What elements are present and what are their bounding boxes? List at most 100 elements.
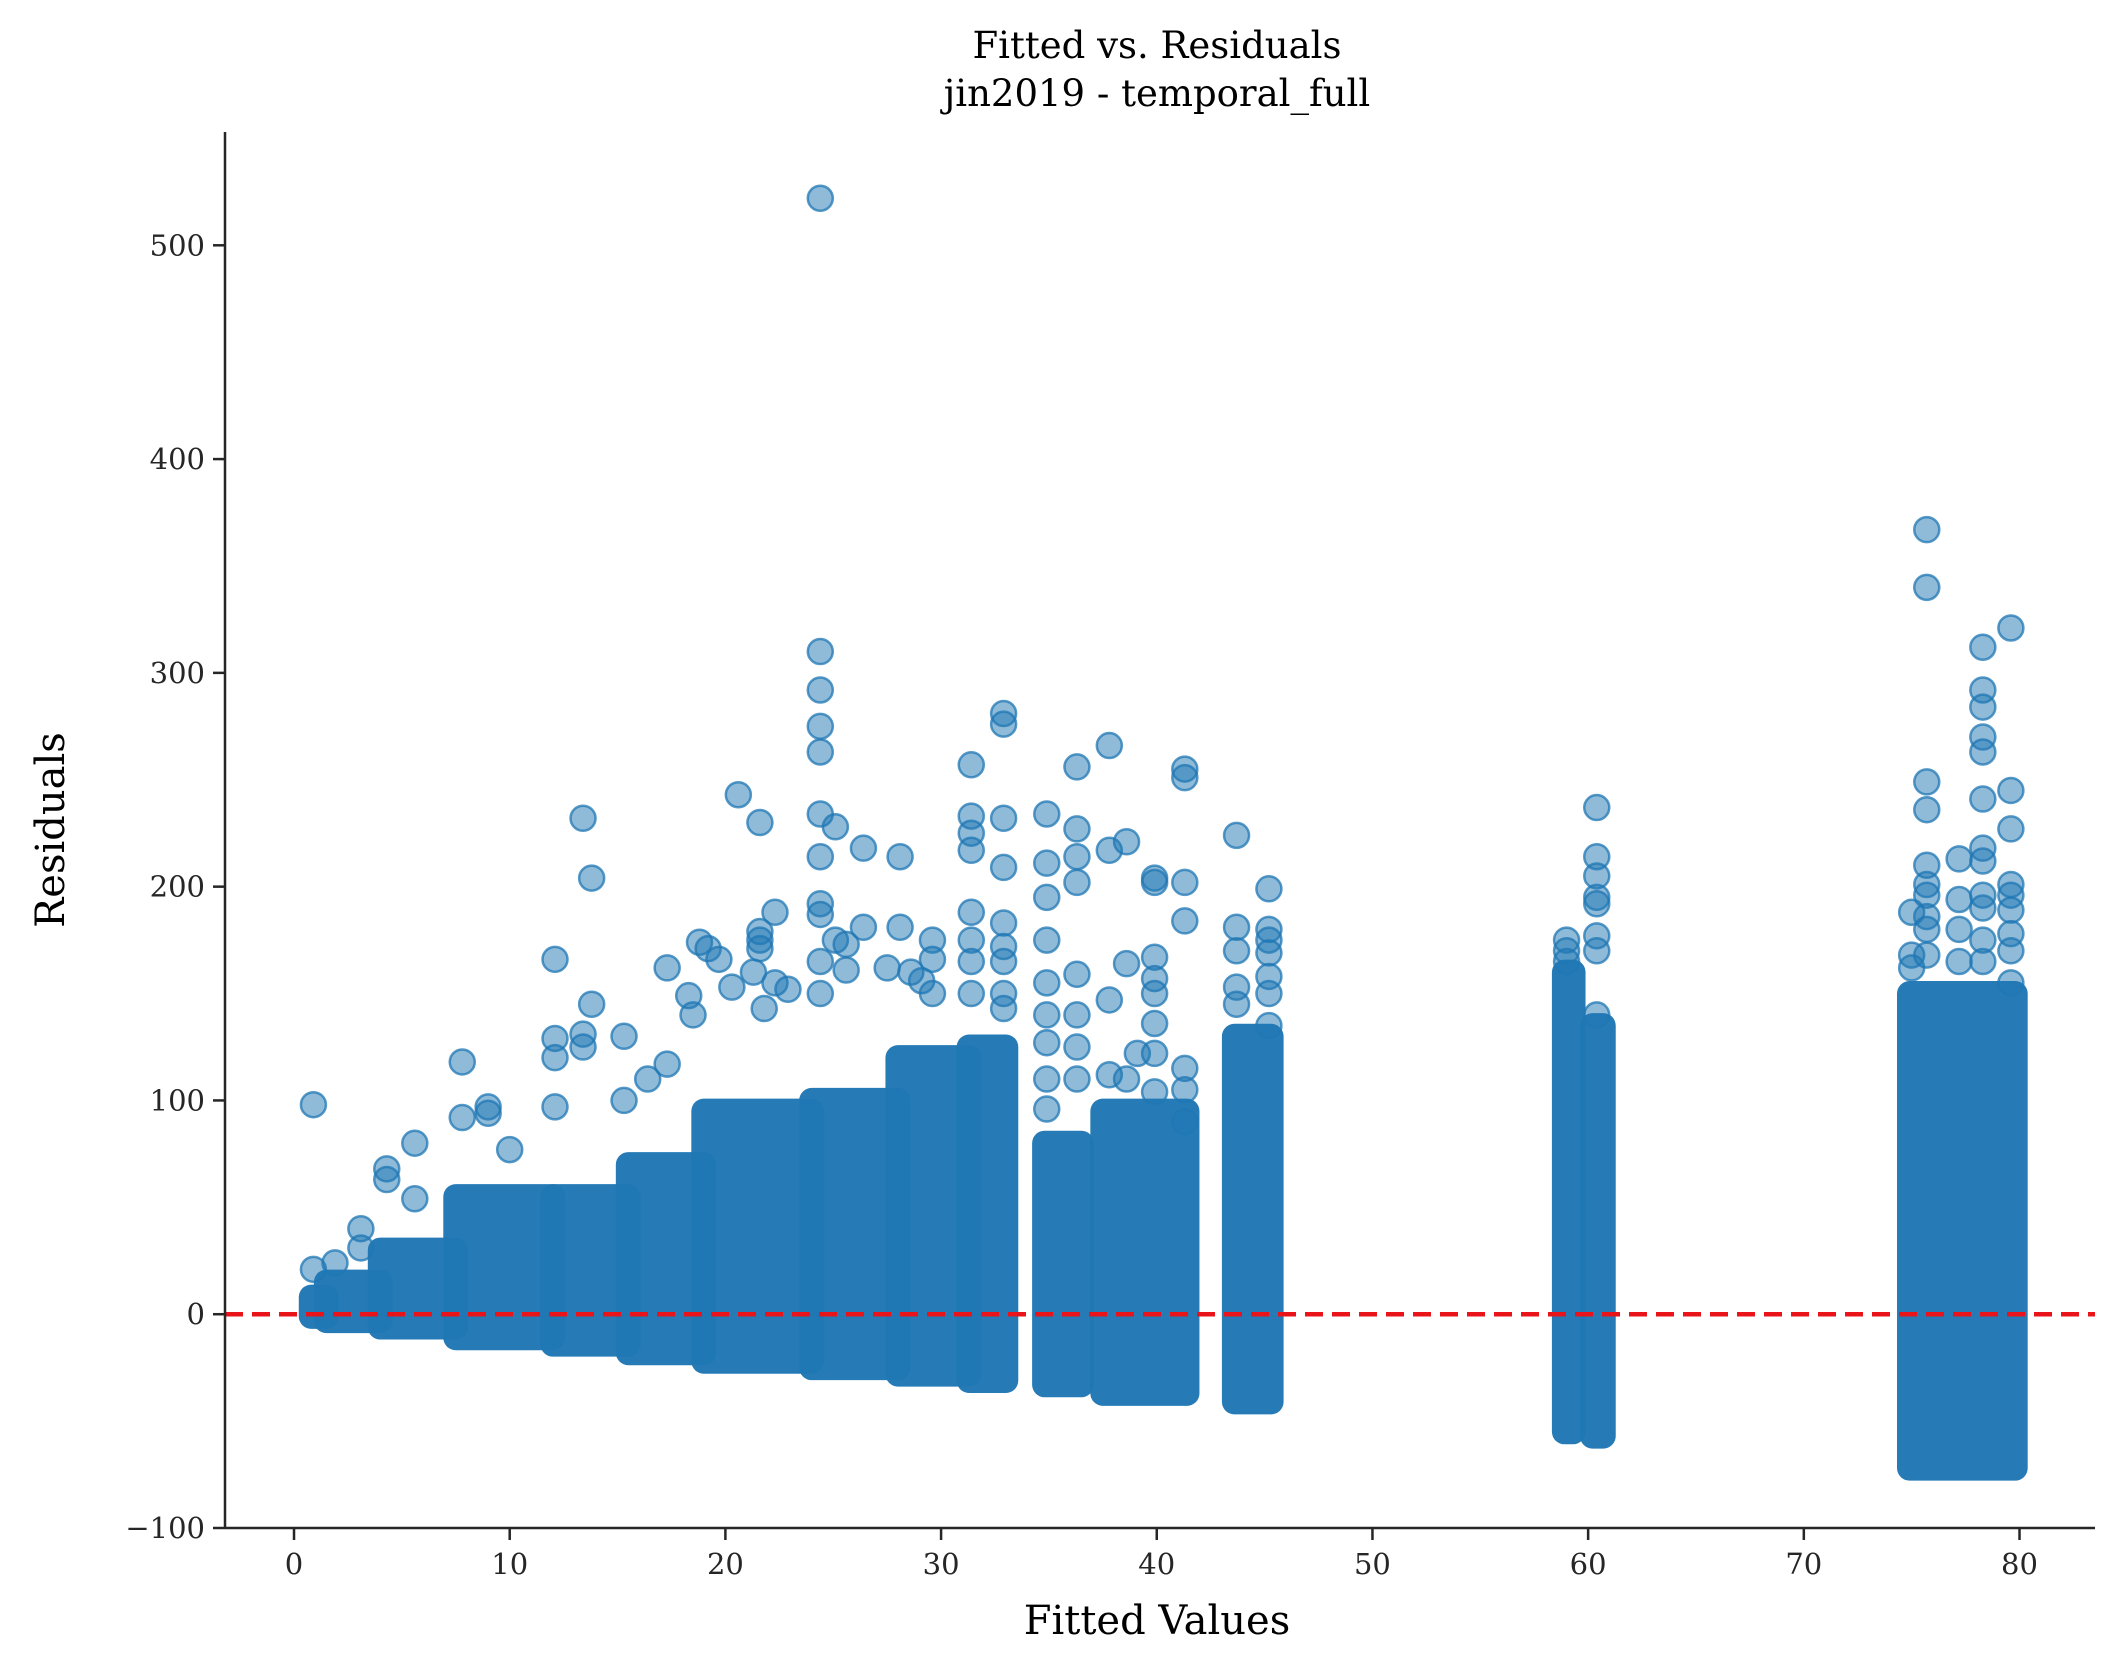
data-point-131 — [1255, 875, 1283, 903]
data-point-76 — [957, 979, 986, 1008]
data-point-127 — [1222, 913, 1251, 942]
data-point-35 — [746, 808, 774, 837]
data-point-34 — [724, 780, 753, 809]
data-point-7 — [401, 1129, 429, 1157]
data-point-13 — [495, 1135, 524, 1164]
data-point-44 — [806, 184, 835, 213]
data-point-145 — [1583, 890, 1611, 918]
data-point-75 — [957, 947, 986, 976]
data-point-141 — [1583, 793, 1611, 822]
data-point-24 — [610, 1086, 638, 1115]
data-point-120 — [1171, 763, 1199, 792]
x-tick-label: 50 — [1354, 1547, 1391, 1581]
data-point-40 — [761, 898, 789, 927]
data-point-79 — [989, 804, 1018, 832]
data-point-177 — [1969, 947, 1997, 976]
data-point-61 — [873, 954, 901, 982]
y-tick-label: 0 — [187, 1297, 205, 1331]
data-point-173 — [1969, 847, 1997, 875]
point-cluster-10 — [1032, 1130, 1094, 1398]
data-point-26 — [653, 954, 681, 982]
data-point-39 — [739, 958, 768, 986]
data-point-72 — [957, 836, 986, 865]
data-point-50 — [806, 842, 835, 871]
data-point-165 — [1945, 947, 1973, 976]
point-cluster-15 — [1897, 981, 2028, 1481]
data-point-99 — [1063, 960, 1091, 989]
data-point-59 — [849, 834, 878, 862]
point-cluster-11 — [1090, 1098, 1200, 1406]
data-point-33 — [718, 973, 746, 1001]
data-point-160 — [1913, 915, 1941, 944]
data-point-58 — [832, 956, 860, 984]
data-point-107 — [1112, 828, 1141, 856]
data-point-168 — [1969, 693, 1997, 721]
data-point-102 — [1063, 1065, 1091, 1093]
data-point-96 — [1063, 815, 1091, 843]
data-point-95 — [1063, 753, 1091, 781]
data-point-80 — [989, 853, 1018, 882]
y-tick-label: −100 — [125, 1511, 205, 1545]
data-point-83 — [989, 947, 1018, 976]
data-point-78 — [989, 710, 1018, 738]
y-axis-ticks: −100 0 100 200 300 400 500 — [125, 228, 225, 1545]
data-point-21 — [577, 864, 606, 892]
data-point-178 — [1997, 614, 2025, 642]
data-point-89 — [1033, 926, 1061, 954]
data-point-128 — [1222, 937, 1251, 965]
data-point-97 — [1063, 842, 1091, 871]
data-point-122 — [1171, 907, 1199, 935]
data-point-18 — [569, 804, 597, 832]
y-tick-label: 500 — [150, 228, 205, 262]
point-cluster-5 — [615, 1152, 717, 1366]
data-point-69 — [957, 751, 986, 779]
data-point-91 — [1033, 1001, 1061, 1029]
point-cluster-6 — [691, 1098, 825, 1374]
data-point-179 — [1997, 776, 2025, 805]
data-point-152 — [1913, 515, 1941, 544]
data-point-53 — [806, 947, 835, 976]
data-point-121 — [1171, 868, 1199, 897]
point-cluster-9 — [956, 1034, 1019, 1393]
data-point-109 — [1112, 1065, 1141, 1093]
data-point-134 — [1255, 939, 1283, 967]
data-point-163 — [1945, 885, 1973, 914]
x-axis-ticks: 0 10 20 30 40 50 60 70 80 — [285, 1528, 2038, 1581]
data-point-68 — [918, 979, 947, 1008]
data-point-112 — [1140, 868, 1169, 897]
y-axis-label: Residuals — [28, 732, 74, 928]
data-point-137 — [1255, 1011, 1283, 1040]
data-point-6 — [373, 1165, 401, 1194]
data-point-98 — [1063, 868, 1091, 897]
data-point-86 — [1033, 800, 1061, 828]
data-point-185 — [1997, 937, 2025, 965]
data-point-0 — [299, 1090, 328, 1119]
point-cluster-12 — [1221, 1023, 1284, 1415]
data-point-186 — [1997, 969, 2025, 997]
data-point-87 — [1033, 849, 1061, 877]
data-point-62 — [886, 842, 914, 871]
data-point-148 — [1583, 1001, 1611, 1029]
data-point-88 — [1033, 883, 1061, 912]
data-point-125 — [1171, 1108, 1199, 1136]
data-point-126 — [1222, 821, 1251, 850]
data-point-117 — [1140, 1039, 1169, 1068]
dense-point-clusters — [298, 959, 2028, 1481]
data-point-52 — [806, 900, 835, 929]
data-point-115 — [1140, 979, 1169, 1008]
x-tick-label: 0 — [285, 1547, 303, 1581]
y-tick-label: 100 — [150, 1083, 205, 1117]
data-point-118 — [1140, 1078, 1169, 1106]
data-point-20 — [569, 1033, 597, 1061]
data-point-161 — [1913, 941, 1941, 969]
data-point-116 — [1140, 1009, 1169, 1038]
point-cluster-13 — [1551, 959, 1586, 1445]
data-point-45 — [806, 637, 835, 666]
data-point-147 — [1583, 937, 1611, 965]
data-point-90 — [1033, 969, 1061, 997]
data-point-12 — [474, 1099, 502, 1128]
point-cluster-14 — [1579, 1013, 1616, 1449]
data-point-32 — [705, 945, 733, 974]
chart-title: Fitted vs. Residuals — [973, 24, 1342, 67]
